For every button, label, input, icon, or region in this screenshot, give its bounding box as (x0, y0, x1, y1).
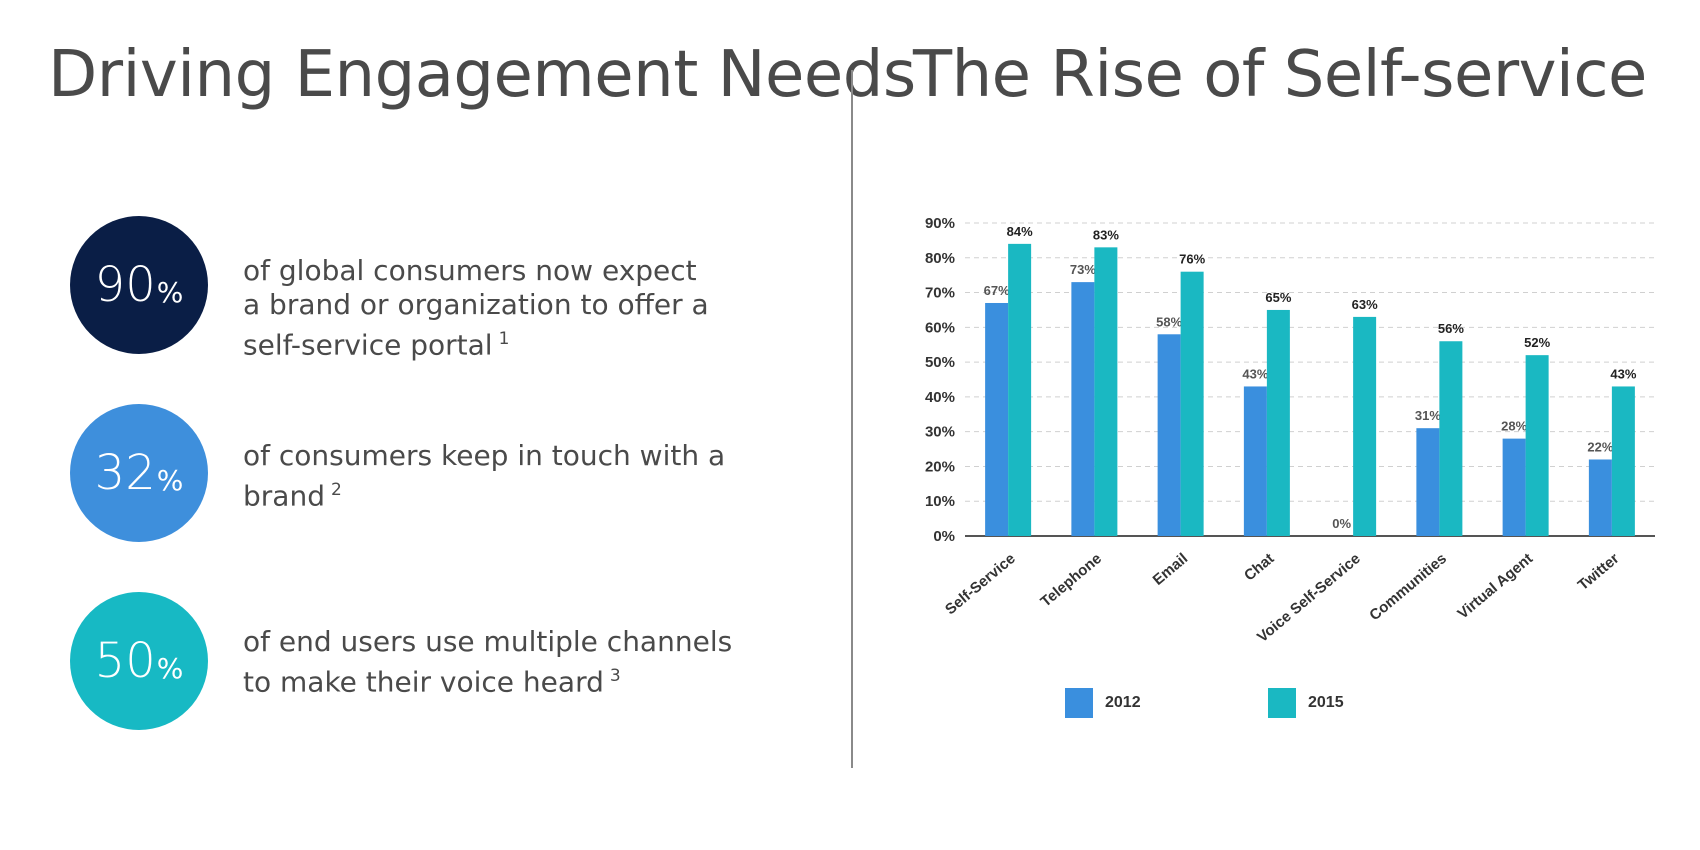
y-tick-label: 0% (933, 528, 955, 545)
x-tick-label: Virtual Agent (1454, 550, 1536, 622)
y-tick-label: 60% (925, 319, 955, 336)
stat-circle-2: 32% (70, 404, 208, 542)
x-tick-label: Communities (1366, 550, 1450, 624)
stat-line: brand (243, 479, 325, 513)
data-label: 73% (1070, 262, 1096, 277)
bar-2012 (985, 302, 1009, 536)
stat-number: 90 (94, 257, 156, 313)
stat-circle-3: 50% (70, 592, 208, 730)
stat-line: to make their voice heard (243, 665, 604, 699)
footnote-marker: 2 (330, 480, 342, 500)
footnote-marker: 3 (609, 666, 621, 686)
bar-2012 (1157, 334, 1181, 536)
x-tick-label: Self-Service (942, 550, 1019, 618)
bar-2015 (1180, 271, 1204, 536)
data-label: 83% (1093, 227, 1119, 242)
data-label: 63% (1352, 297, 1378, 312)
bar-2012 (1588, 459, 1612, 536)
stat-number: 50 (94, 633, 156, 689)
stat-line: of global consumers now expect (243, 254, 697, 287)
y-tick-label: 30% (925, 424, 955, 441)
stat-line: a brand or organization to offer a (243, 288, 709, 321)
data-label: 22% (1587, 439, 1613, 454)
y-tick-label: 10% (925, 493, 955, 510)
legend-swatch (1268, 688, 1296, 718)
footnote-marker: 1 (498, 329, 510, 349)
stat-circle-1: 90% (70, 216, 208, 354)
data-label: 0% (1332, 516, 1351, 531)
stat-text-3: of end users use multiple channels to ma… (243, 625, 763, 699)
legend-item-2012: 2012 (1065, 688, 1141, 718)
x-tick-label: Email (1150, 550, 1192, 589)
legend-item-2015: 2015 (1268, 688, 1344, 718)
y-tick-label: 70% (925, 285, 955, 302)
data-label: 43% (1610, 366, 1636, 381)
stat-line: self-service portal (243, 328, 493, 362)
y-tick-label: 80% (925, 250, 955, 267)
bar-2015 (1439, 341, 1463, 536)
bar-2015 (1266, 309, 1290, 536)
data-label: 84% (1007, 224, 1033, 239)
data-label: 58% (1156, 314, 1182, 329)
data-label: 43% (1242, 366, 1268, 381)
bar-2012 (1243, 386, 1267, 536)
bar-2015 (1525, 355, 1549, 536)
stat-text-1: of global consumers now expect a brand o… (243, 254, 763, 362)
data-label: 67% (984, 283, 1010, 298)
stat-line: of consumers keep in touch with a (243, 439, 726, 472)
data-label: 56% (1438, 321, 1464, 336)
left-title: Driving Engagement Needs (48, 38, 916, 112)
bar-2015 (1353, 316, 1377, 536)
stat-unit: % (156, 651, 184, 685)
data-label: 28% (1501, 419, 1527, 434)
bar-2015 (1611, 386, 1635, 536)
data-label: 52% (1524, 335, 1550, 350)
y-tick-label: 40% (925, 389, 955, 406)
x-tick-label: Chat (1241, 550, 1277, 584)
legend-swatch (1065, 688, 1093, 718)
y-tick-label: 50% (925, 354, 955, 371)
bar-2012 (1416, 428, 1440, 536)
legend-label: 2012 (1105, 694, 1141, 711)
stat-number: 32 (94, 445, 156, 501)
legend-label: 2015 (1308, 694, 1344, 711)
bar-2012 (1071, 282, 1095, 536)
bar-2015 (1094, 247, 1118, 536)
right-title: The Rise of Self-service (913, 38, 1647, 112)
data-label: 76% (1179, 252, 1205, 267)
divider (851, 70, 853, 768)
stat-line: of end users use multiple channels (243, 625, 733, 658)
data-label: 31% (1415, 408, 1441, 423)
stat-unit: % (156, 275, 184, 309)
stat-text-2: of consumers keep in touch with a brand 2 (243, 439, 763, 513)
x-tick-label: Telephone (1037, 550, 1105, 611)
bar-2015 (1008, 243, 1032, 536)
stat-unit: % (156, 463, 184, 497)
y-tick-label: 20% (925, 458, 955, 475)
data-label: 65% (1265, 290, 1291, 305)
x-tick-label: Twitter (1575, 550, 1623, 594)
bar-2012 (1502, 438, 1526, 536)
y-tick-label: 90% (925, 215, 955, 232)
